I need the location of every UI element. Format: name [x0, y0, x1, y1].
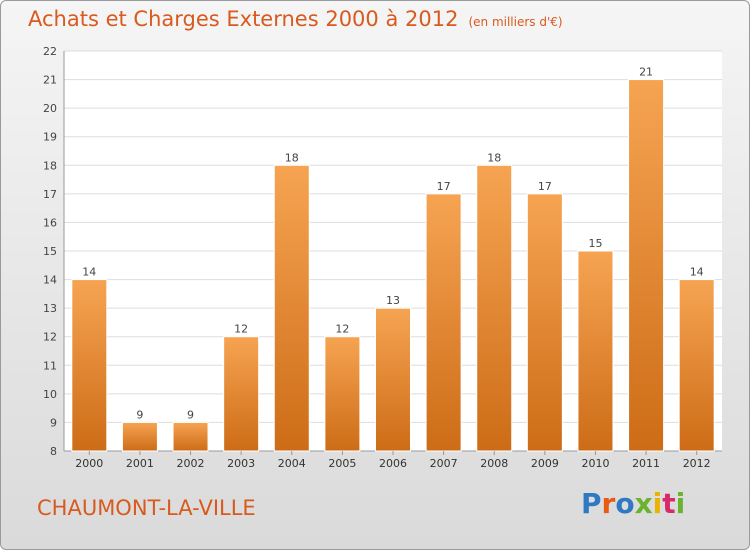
- bar: [273, 164, 310, 452]
- y-tick-label: 11: [43, 359, 57, 372]
- y-tick-label: 20: [43, 102, 57, 115]
- bar: [375, 307, 411, 452]
- bar-value-label: 17: [437, 180, 451, 193]
- bar-value-label: 14: [82, 266, 96, 279]
- bar: [476, 164, 513, 452]
- y-tick-label: 12: [43, 331, 57, 344]
- bar-value-label: 9: [136, 408, 143, 421]
- y-tick-label: 9: [50, 416, 57, 429]
- x-tick-label: 2008: [480, 457, 508, 470]
- y-tick-label: 17: [43, 188, 57, 201]
- bar: [526, 193, 563, 452]
- logo-letter: r: [601, 487, 616, 520]
- logo-letter: i: [675, 487, 686, 520]
- logo-letter: P: [581, 487, 602, 520]
- y-tick-label: 8: [50, 445, 57, 458]
- place-name: CHAUMONT-LA-VILLE: [37, 496, 256, 520]
- bar: [425, 193, 462, 452]
- bar-value-label: 18: [487, 151, 501, 164]
- logo-letter: o: [615, 487, 635, 520]
- chart-title-text: Achats et Charges Externes 2000 à 2012: [28, 7, 459, 31]
- bar: [71, 279, 108, 452]
- bar: [577, 250, 614, 452]
- bar-value-label: 18: [285, 151, 299, 164]
- x-tick-label: 2010: [581, 457, 609, 470]
- x-tick-label: 2004: [278, 457, 306, 470]
- y-tick-label: 10: [43, 388, 57, 401]
- logo-letter: t: [662, 487, 676, 520]
- bar-value-label: 9: [187, 408, 194, 421]
- x-tick-label: 2005: [328, 457, 356, 470]
- proxiti-logo: Proxiti: [581, 487, 685, 520]
- y-tick-label: 18: [43, 159, 57, 172]
- x-tick-label: 2001: [126, 457, 154, 470]
- x-tick-label: 2012: [683, 457, 711, 470]
- y-tick-label: 21: [43, 74, 57, 87]
- bar-value-label: 13: [386, 294, 400, 307]
- x-tick-label: 2007: [430, 457, 458, 470]
- y-tick-label: 14: [43, 274, 57, 287]
- bar: [678, 279, 715, 452]
- y-tick-label: 13: [43, 302, 57, 315]
- x-tick-label: 2003: [227, 457, 255, 470]
- bar: [172, 421, 209, 452]
- x-tick-label: 2002: [177, 457, 205, 470]
- logo-letter: i: [652, 487, 663, 520]
- chart-title: Achats et Charges Externes 2000 à 2012 (e…: [28, 7, 563, 31]
- x-tick-label: 2011: [632, 457, 660, 470]
- y-tick-label: 16: [43, 216, 57, 229]
- bar-value-label: 12: [234, 323, 248, 336]
- y-tick-label: 15: [43, 245, 57, 258]
- y-tick-label: 19: [43, 131, 57, 144]
- bar: [121, 421, 158, 452]
- bar-value-label: 17: [538, 180, 552, 193]
- bar-value-label: 14: [690, 266, 704, 279]
- bar-value-label: 15: [588, 237, 602, 250]
- x-tick-label: 2006: [379, 457, 407, 470]
- logo-letter: x: [634, 487, 653, 520]
- x-tick-label: 2000: [75, 457, 103, 470]
- y-tick-label: 22: [43, 45, 57, 58]
- bar: [628, 79, 665, 452]
- bar: [223, 336, 260, 452]
- bar-value-label: 21: [639, 66, 653, 79]
- bar: [324, 336, 361, 452]
- chart-subtitle: (en milliers d'€): [468, 15, 563, 29]
- bar-value-label: 12: [335, 323, 349, 336]
- x-tick-label: 2009: [531, 457, 559, 470]
